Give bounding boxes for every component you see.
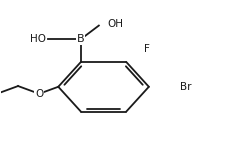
Text: OH: OH bbox=[108, 19, 124, 29]
Text: F: F bbox=[144, 44, 149, 54]
Text: Br: Br bbox=[180, 82, 192, 92]
Text: HO: HO bbox=[30, 34, 46, 44]
Text: O: O bbox=[35, 89, 43, 99]
Text: B: B bbox=[77, 34, 85, 44]
